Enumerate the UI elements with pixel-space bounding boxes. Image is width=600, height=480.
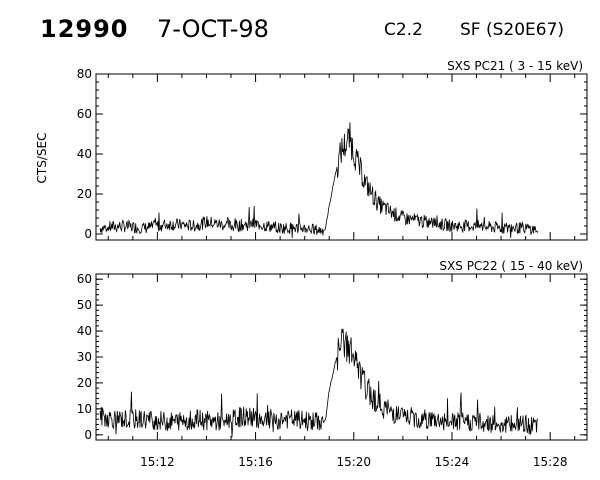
y-tick-label: 60	[77, 272, 92, 286]
y-tick-label: 40	[77, 324, 92, 338]
goes-class: C2.2	[384, 20, 423, 40]
y-tick-label: 80	[77, 67, 92, 81]
event-number: 12990	[40, 15, 129, 43]
y-tick-label: 30	[77, 350, 92, 364]
y-tick-label: 0	[84, 428, 92, 442]
y-tick-label: 20	[77, 376, 92, 390]
panel-title: SXS PC21 ( 3 - 15 keV)	[447, 59, 583, 73]
y-tick-label: 20	[77, 187, 92, 201]
flare-location: SF (S20E67)	[460, 20, 565, 40]
x-tick-label: 15:12	[140, 455, 175, 469]
y-tick-label: 0	[84, 227, 92, 241]
plot-frame	[95, 73, 588, 241]
y-axis-label: CTS/SEC	[35, 133, 49, 184]
panel-title: SXS PC22 ( 15 - 40 keV)	[439, 259, 583, 273]
series-line	[99, 328, 539, 438]
y-tick-label: 10	[77, 402, 92, 416]
event-date: 7-OCT-98	[157, 15, 269, 43]
series-line	[99, 122, 539, 239]
y-tick-label: 50	[77, 298, 92, 312]
y-tick-label: 40	[77, 147, 92, 161]
x-tick-label: 15:28	[533, 455, 568, 469]
x-tick-label: 15:16	[238, 455, 273, 469]
y-tick-label: 60	[77, 107, 92, 121]
plot-frame	[95, 273, 588, 441]
x-tick-label: 15:24	[435, 455, 470, 469]
x-tick-label: 15:20	[336, 455, 371, 469]
